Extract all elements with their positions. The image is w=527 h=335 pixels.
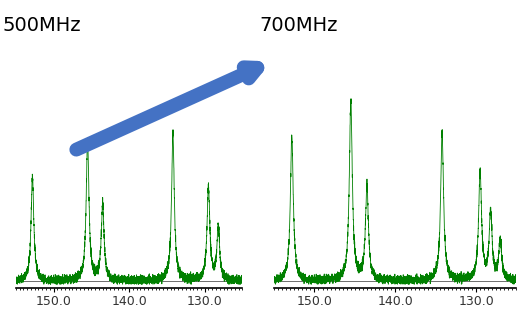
Text: 500MHz: 500MHz <box>2 16 81 35</box>
Text: 700MHz: 700MHz <box>259 16 338 35</box>
